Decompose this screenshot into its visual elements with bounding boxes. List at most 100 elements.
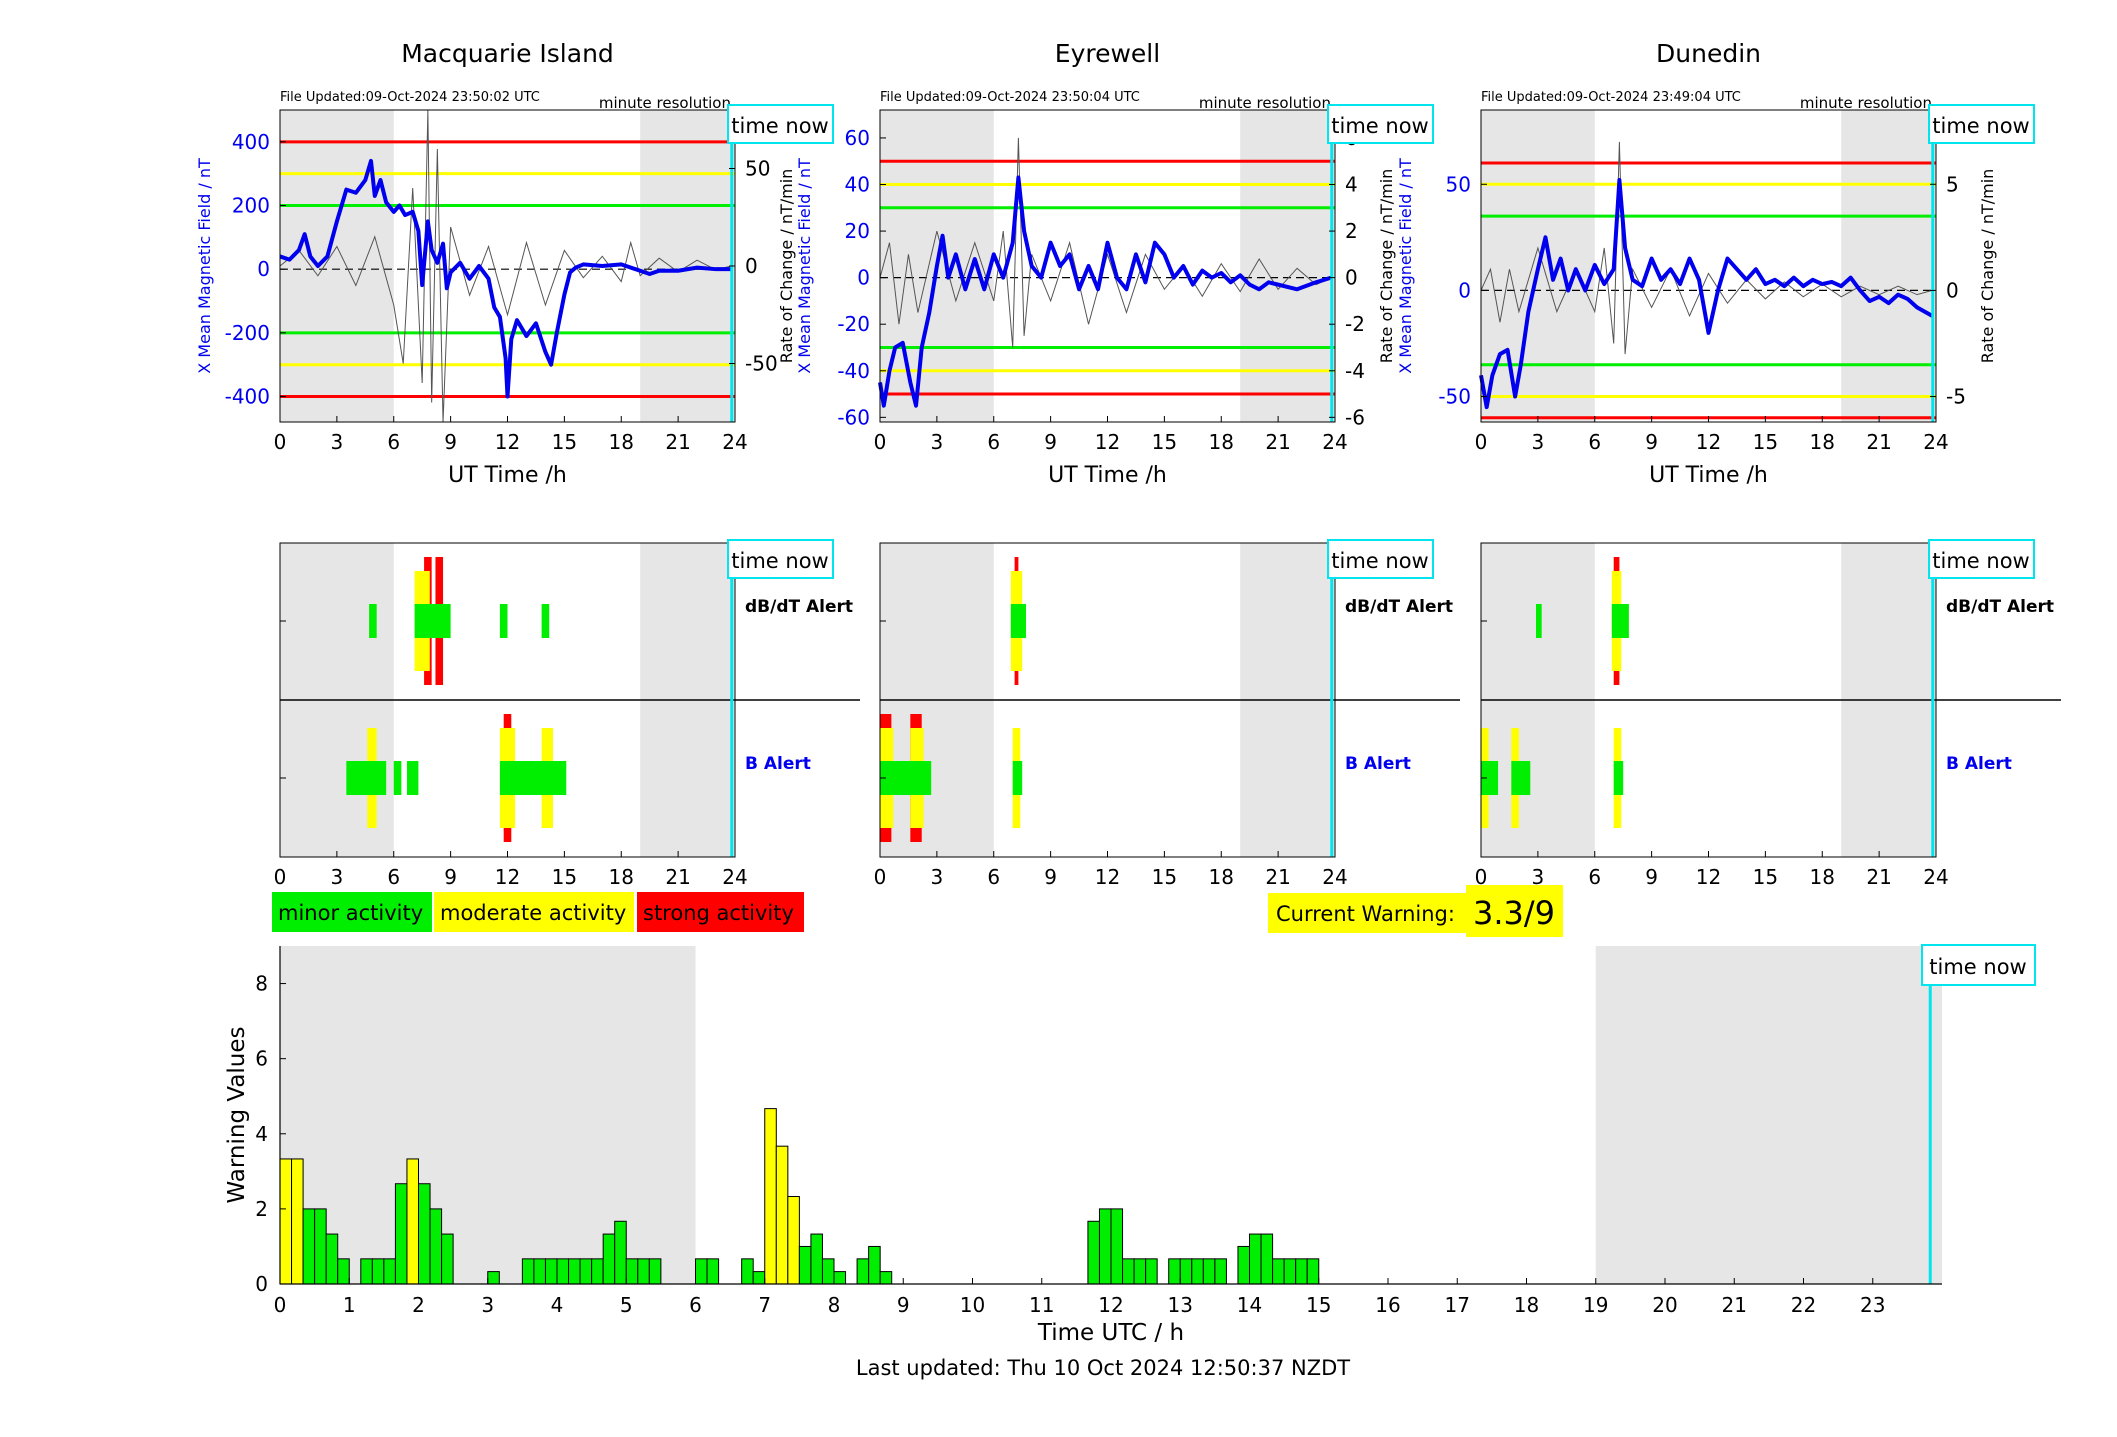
b-alert-minor-bar [407, 761, 419, 795]
dbdt-alert-minor-bar [414, 604, 451, 638]
b-alert-minor-bar [1012, 761, 1023, 795]
x-tick-label: 0 [274, 865, 287, 889]
right-tick-label: 4 [1345, 173, 1358, 197]
warning-bar [314, 1208, 327, 1285]
left-tick-label: 60 [845, 126, 870, 150]
x-tick-label: 21 [1866, 430, 1891, 454]
time-now-label: time now [731, 549, 828, 573]
station-title: Macquarie Island [401, 39, 614, 68]
y-axis-label: Warning Values [224, 1026, 250, 1203]
warning-bar [1283, 1258, 1297, 1285]
magnetic-field-line [279, 158, 732, 399]
b-alert-minor-bar [393, 761, 402, 795]
warning-bar [764, 1108, 777, 1285]
x-tick-label: 18 [609, 430, 634, 454]
b-alert-minor-bar [346, 761, 387, 795]
left-tick-label: 50 [1446, 172, 1471, 196]
x-tick-label: 18 [1514, 1293, 1539, 1317]
time-now-box [727, 539, 834, 579]
time-now-box [1928, 539, 2035, 579]
night-shade [1240, 110, 1335, 422]
b-alert-minor-bar [1613, 761, 1624, 795]
x-tick-label: 5 [620, 1293, 633, 1317]
warning-bar [1295, 1258, 1308, 1285]
x-tick-label: 21 [1722, 1293, 1747, 1317]
warning-bar [1122, 1258, 1135, 1285]
x-tick-label: 3 [331, 430, 344, 454]
activity-legend: minor activity moderate activity strong ac… [272, 892, 804, 932]
station-panel-macquarie-island: Macquarie Island File Updated:09-Oct-2024… [195, 39, 860, 889]
x-tick-label: 10 [960, 1293, 985, 1317]
x-tick-label: 3 [331, 865, 344, 889]
x-tick-label: 19 [1583, 1293, 1608, 1317]
minor-legend-swatch [272, 892, 432, 932]
x-tick-label: 11 [1029, 1293, 1054, 1317]
warning-bar [833, 1271, 847, 1285]
x-tick-label: 23 [1860, 1293, 1885, 1317]
x-tick-label: 24 [1322, 865, 1347, 889]
station-panel-eyrewell: Eyrewell File Updated:09-Oct-2024 23:50:0… [795, 39, 1460, 889]
x-tick-label: 7 [758, 1293, 771, 1317]
magnetic-field-line [1479, 178, 1934, 410]
x-tick-label: 21 [665, 430, 690, 454]
left-tick-label: 0 [1458, 278, 1471, 302]
x-tick-label: 9 [1044, 865, 1057, 889]
warning-bar [1306, 1258, 1320, 1285]
x-tick-label: 15 [1753, 430, 1778, 454]
file-updated-text: File Updated:09-Oct-2024 23:50:02 UTC [280, 90, 540, 105]
warning-bar [568, 1258, 581, 1285]
alert-plot: 0 3 6 9 12 15 18 21 24 dB/dT Alert B Alert time now [274, 539, 860, 889]
x-tick-label: 0 [1475, 865, 1488, 889]
x-tick-label: 3 [1532, 865, 1545, 889]
warning-bar [1179, 1258, 1193, 1285]
x-tick-label: 3 [931, 430, 944, 454]
left-axis-label: X Mean Magnetic Field / nT [195, 158, 214, 374]
warning-bar [798, 1245, 812, 1285]
x-tick-label: 18 [1810, 430, 1835, 454]
dbdt-alert-minor-bar [541, 604, 550, 638]
time-now-box [1928, 104, 2035, 144]
x-tick-label: 24 [722, 430, 747, 454]
left-axis-label: X Mean Magnetic Field / nT [1396, 158, 1415, 374]
moderate-legend-label: moderate activity [440, 901, 626, 925]
warning-bar [337, 1258, 350, 1285]
alert-plot: 0 3 6 9 12 15 18 21 24 dB/dT Alert B Alert time now [1475, 539, 2061, 889]
warning-bar [637, 1258, 650, 1285]
file-updated-text: File Updated:09-Oct-2024 23:49:04 UTC [1481, 90, 1741, 105]
b-alert-minor-bar [880, 761, 932, 795]
warning-bar [371, 1258, 385, 1285]
warning-bar [591, 1258, 604, 1285]
y-tick-label: 8 [255, 972, 268, 996]
warning-bar [325, 1233, 339, 1285]
alert-plot: 0 3 6 9 12 15 18 21 24 dB/dT Alert B Alert time now [874, 539, 1460, 889]
current-warning-value-box [1466, 885, 1563, 937]
x-tick-label: 14 [1237, 1293, 1262, 1317]
strong-legend-swatch [637, 892, 804, 932]
right-tick-label: -50 [745, 352, 778, 376]
b-alert-label: B Alert [745, 754, 811, 774]
x-tick-label: 4 [551, 1293, 564, 1317]
x-tick-label: 9 [1645, 865, 1658, 889]
time-now-box [727, 104, 834, 144]
x-tick-label: 12 [1095, 865, 1120, 889]
x-axis-label: Time UTC / h [1037, 1320, 1184, 1346]
minor-legend-label: minor activity [278, 901, 423, 925]
warning-bar [1260, 1233, 1274, 1285]
x-tick-label: 0 [274, 1293, 287, 1317]
left-axis-label: X Mean Magnetic Field / nT [795, 158, 814, 374]
warning-bar [1272, 1258, 1285, 1285]
warning-bar [1168, 1258, 1181, 1285]
time-now-label: time now [1331, 114, 1428, 138]
warning-bar [441, 1233, 454, 1285]
warning-bar [579, 1258, 593, 1285]
warning-bar [418, 1183, 431, 1285]
right-tick-label: 0 [745, 254, 758, 278]
warning-bar [1237, 1245, 1251, 1285]
field-plot: 6040200-20-40-606420-2-4-603691215182124… [795, 104, 1434, 488]
x-tick-label: 24 [1322, 430, 1347, 454]
time-now-box [1327, 539, 1434, 579]
warning-bar [602, 1233, 616, 1285]
x-axis-label: UT Time /h [1048, 463, 1167, 488]
